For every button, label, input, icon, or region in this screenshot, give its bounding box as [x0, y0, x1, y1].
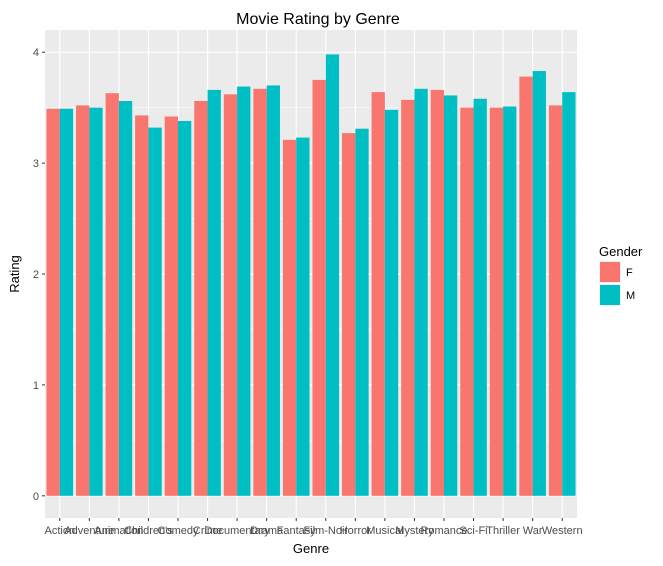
- legend-label-m: M: [626, 290, 635, 302]
- x-tick-label: Horror: [340, 525, 372, 537]
- bar-m-horror: [355, 128, 369, 496]
- bar-f-fantasy: [282, 139, 297, 496]
- legend-swatch-m: [600, 285, 620, 305]
- bar-f-comedy: [164, 116, 178, 496]
- bar-m-romance: [444, 95, 458, 496]
- bar-f-crime: [194, 100, 208, 496]
- legend-label-f: F: [626, 267, 633, 279]
- y-tick-label: 2: [33, 269, 39, 281]
- bar-f-animation: [105, 93, 119, 496]
- bar-f-drama: [253, 88, 267, 496]
- x-tick-label: Crime: [193, 525, 222, 537]
- bar-f-action: [46, 108, 60, 496]
- bars: [46, 54, 576, 496]
- bar-f-film-noir: [312, 79, 326, 496]
- x-tick-label: Thriller: [486, 525, 520, 537]
- bar-m-musical: [384, 109, 399, 496]
- chart-title: Movie Rating by Genre: [236, 11, 400, 28]
- bar-m-comedy: [178, 120, 192, 496]
- bar-f-horror: [342, 133, 356, 496]
- legend-title: Gender: [599, 244, 643, 259]
- legend-swatch-f: [600, 262, 620, 282]
- bar-f-thriller: [489, 107, 504, 496]
- x-tick-label: Fantasy: [277, 525, 317, 537]
- x-tick-label: Drama: [250, 525, 284, 537]
- bar-f-documentary: [223, 94, 238, 496]
- bar-m-western: [562, 92, 576, 496]
- bar-f-western: [548, 105, 563, 496]
- y-axis: 0 1 2 3 4: [33, 47, 45, 503]
- x-axis-title: Genre: [293, 541, 329, 556]
- bar-m-action: [59, 108, 74, 496]
- y-tick-label: 4: [33, 47, 39, 59]
- x-tick-label: Documentary: [204, 525, 270, 537]
- bar-f-musical: [371, 92, 385, 496]
- bar-f-romance: [430, 89, 444, 496]
- bar-m-children-s: [148, 127, 162, 496]
- bar-m-film-noir: [325, 54, 340, 496]
- bar-m-animation: [118, 100, 133, 496]
- y-tick-label: 3: [33, 158, 39, 170]
- x-tick-label: Comedy: [158, 525, 199, 537]
- bar-m-sci-fi: [473, 98, 487, 496]
- x-tick-label: Action: [44, 525, 75, 537]
- bar-f-sci-fi: [460, 107, 474, 496]
- bar-m-thriller: [503, 106, 517, 496]
- bar-m-adventure: [89, 107, 103, 496]
- legend: Gender FM: [599, 244, 643, 306]
- x-tick-label: Adventure: [64, 525, 114, 537]
- bar-m-mystery: [414, 88, 428, 496]
- x-tick-label: Film-Noir: [303, 525, 348, 537]
- x-axis: ActionAdventureAnimationChildren'sComedy…: [44, 518, 583, 537]
- bar-f-children-s: [135, 115, 149, 496]
- bar-m-crime: [207, 89, 221, 496]
- x-tick-label: Children's: [124, 525, 173, 537]
- bar-f-mystery: [401, 99, 415, 496]
- bar-m-drama: [266, 85, 280, 496]
- bar-m-war: [532, 71, 546, 496]
- grid-minor: [45, 107, 577, 441]
- y-tick-label: 1: [33, 380, 39, 392]
- x-tick-label: Sci-Fi: [460, 525, 488, 537]
- x-tick-label: War: [523, 525, 543, 537]
- bar-f-adventure: [76, 105, 90, 496]
- x-tick-label: Western: [542, 525, 583, 537]
- bar-m-documentary: [237, 86, 251, 496]
- x-tick-label: Romance: [420, 525, 467, 537]
- x-tick-label: Animation: [94, 525, 143, 537]
- bar-f-war: [519, 76, 533, 496]
- x-tick-label: Mystery: [395, 525, 434, 537]
- x-tick-label: Musical: [366, 525, 403, 537]
- bar-m-fantasy: [296, 137, 310, 496]
- legend-items: FM: [599, 261, 635, 306]
- y-axis-title: Rating: [7, 255, 22, 293]
- y-tick-label: 0: [33, 491, 39, 503]
